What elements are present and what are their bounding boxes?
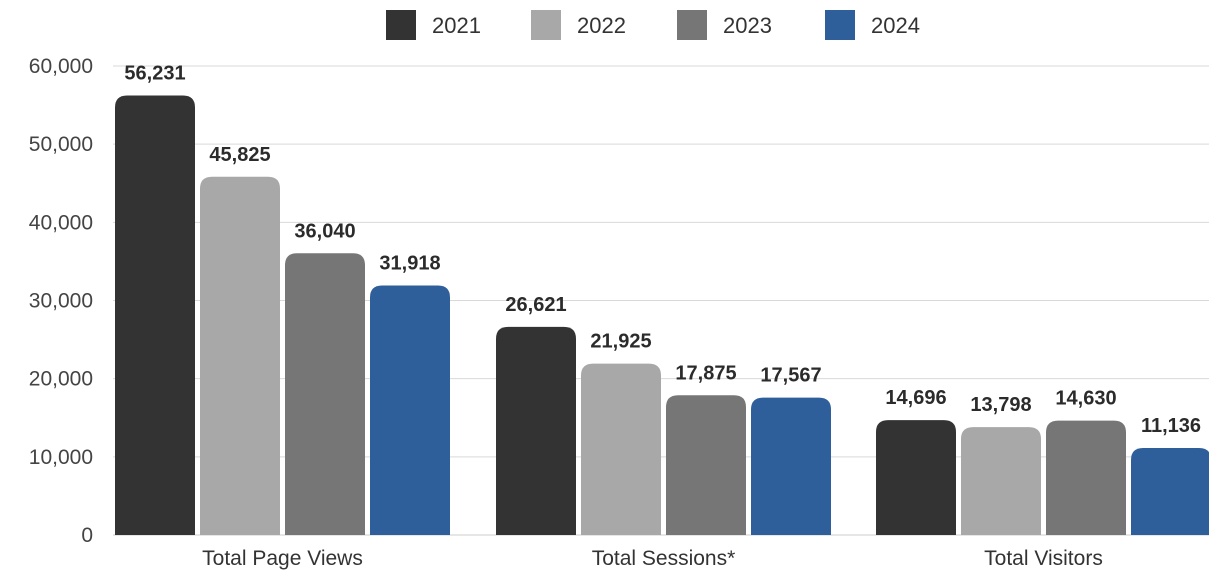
bars xyxy=(115,95,1209,536)
y-tick-label: 20,000 xyxy=(29,368,93,391)
bar xyxy=(200,176,280,535)
bar xyxy=(370,285,450,535)
y-axis-ticks: 0 10,000 20,000 30,000 40,000 50,000 60,000 xyxy=(29,55,93,547)
data-label: 13,798 xyxy=(970,394,1031,416)
data-label: 45,825 xyxy=(209,144,270,166)
legend-label: 2021 xyxy=(432,13,481,38)
data-label: 14,696 xyxy=(885,387,946,409)
bar xyxy=(961,427,1041,535)
bar xyxy=(666,395,746,535)
category-label: Total Page Views xyxy=(202,547,363,570)
legend-label: 2024 xyxy=(871,13,920,38)
data-label: 56,231 xyxy=(124,62,185,84)
x-axis-categories: Total Page Views Total Sessions* Total Vis… xyxy=(202,547,1103,570)
y-tick-label: 60,000 xyxy=(29,55,93,78)
data-label: 14,630 xyxy=(1055,388,1116,410)
y-tick-label: 10,000 xyxy=(29,446,93,469)
bar xyxy=(876,420,956,535)
category-label: Total Sessions* xyxy=(592,547,736,570)
bar xyxy=(115,95,195,536)
bar xyxy=(1046,420,1126,535)
legend-label: 2022 xyxy=(577,13,626,38)
legend-swatch xyxy=(531,10,561,40)
legend-label: 2023 xyxy=(723,13,772,38)
bar xyxy=(581,363,661,535)
category-label: Total Visitors xyxy=(984,547,1103,570)
bar xyxy=(496,326,576,535)
data-labels: 56,231 45,825 36,040 31,918 26,621 21,925 17,8… xyxy=(124,62,1201,436)
legend-swatch xyxy=(386,10,416,40)
data-label: 17,567 xyxy=(760,365,821,387)
legend: 2021 2022 2023 2024 xyxy=(386,10,920,40)
data-label: 17,875 xyxy=(675,362,736,384)
y-tick-label: 0 xyxy=(81,524,93,547)
y-tick-label: 40,000 xyxy=(29,211,93,234)
bar xyxy=(751,397,831,535)
y-tick-label: 30,000 xyxy=(29,290,93,313)
bar xyxy=(1131,447,1209,535)
data-label: 26,621 xyxy=(505,294,566,316)
legend-swatch xyxy=(677,10,707,40)
data-label: 21,925 xyxy=(590,331,651,353)
data-label: 36,040 xyxy=(294,220,355,242)
y-tick-label: 50,000 xyxy=(29,133,93,156)
data-label: 31,918 xyxy=(379,253,440,275)
legend-swatch xyxy=(825,10,855,40)
data-label: 11,136 xyxy=(1141,415,1201,437)
bar xyxy=(285,253,365,535)
